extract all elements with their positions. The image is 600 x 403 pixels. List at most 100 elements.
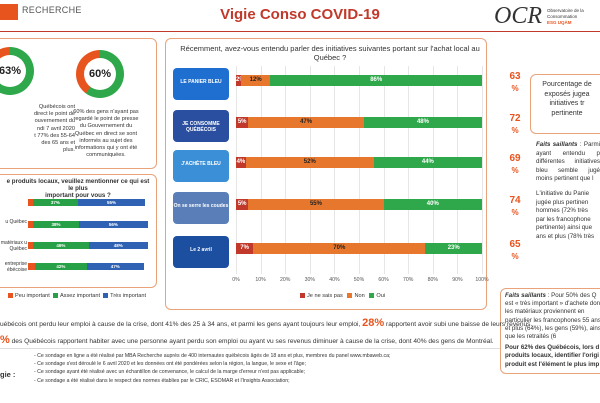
right-box-line: (59%), ainsi que les retraités (6 — [505, 324, 600, 341]
main-chart-question: Récemment, avez-vous entendu parler des … — [180, 44, 480, 62]
right-saillants-text: Faits saillants : Parmi ayant entendu p … — [536, 141, 600, 240]
main-chart-xtick: 10% — [255, 277, 266, 283]
donut-value-63: 63% — [0, 55, 26, 87]
left-chart-question: e produits locaux, veuillez mentionner c… — [6, 178, 150, 200]
methodology-note: - Ce sondage en ligne a été réalisé par … — [34, 353, 391, 359]
right-summary-line: pertinente — [551, 109, 583, 117]
main-chart-gridline — [334, 66, 336, 274]
main-chart-xtick: 50% — [353, 277, 365, 283]
donut-text-1-line: Québécois ont — [38, 104, 75, 110]
main-chart-bar: 52% — [245, 157, 374, 168]
legend-swatch-nsp — [300, 293, 305, 299]
right-summary-box — [530, 74, 600, 134]
saillant2-line: hommes (72% très — [536, 207, 588, 215]
main-chart-pertinence-value: 69% — [503, 153, 527, 177]
main-chart-gridline — [236, 66, 237, 274]
donut-panel — [0, 38, 157, 169]
right-box-bold-line: produits locaux, identifier l'origi — [505, 352, 599, 360]
main-chart-gridline — [482, 66, 483, 274]
saillant2-line: ans et plus (78% très — [536, 232, 595, 240]
main-chart-gridline — [260, 66, 262, 274]
right-box-line: 55 ans et plus (64%), les gens — [505, 316, 600, 332]
main-chart-bar: 23% — [425, 243, 482, 254]
main-chart-gridline — [408, 66, 410, 274]
legend-swatch-non — [347, 293, 353, 299]
main-chart-xtick: 30% — [304, 277, 315, 283]
right-summary-line: Pourcentage de — [542, 81, 592, 88]
pertinence-number: 72 — [509, 113, 521, 124]
donut-text-1-line: t 77% des 55-64 — [34, 132, 75, 139]
left-chart-bar: 56% — [79, 221, 148, 228]
stat-28pct: 28% — [362, 317, 385, 329]
pertinence-percent: % — [511, 208, 519, 217]
methodology-note: - Ce sondage ayant été réalisé avec un é… — [34, 369, 306, 376]
main-chart-pertinence-value: 63% — [503, 71, 527, 95]
main-chart-gridline — [457, 66, 459, 274]
donut-text-1-line: des 65 ans et — [41, 140, 75, 147]
legend-swatch-tres — [103, 293, 109, 299]
right-bottom-text: Faits saillants : Pour 50% des Q est « t… — [505, 292, 600, 369]
right-summary-line: initiatives tr — [549, 100, 585, 107]
main-chart-bar: 40% — [383, 199, 482, 210]
saillant-line: différentes initiatives — [536, 158, 600, 166]
initiatives-panel — [165, 38, 487, 310]
panier-bleu-icon: LE PANIER BLEU — [173, 68, 229, 100]
saillant2-line: jugée plus pertinen — [536, 198, 589, 206]
ocr-subtitle: Observatoire de la Consommation ESG UQÀM — [547, 8, 584, 25]
donut-chart-63: 63% — [0, 47, 34, 95]
right-summary-text: Pourcentage de exposés jugea initiatives t… — [534, 80, 600, 118]
methodology-label: gie : — [0, 370, 16, 379]
donut-chart-60: 60% — [76, 50, 124, 98]
legend-swatch-oui — [369, 293, 375, 299]
left-chart-bar — [28, 199, 33, 206]
left-chart-bar: 37% — [32, 199, 78, 206]
saillant2-line: pertinente) ainsi que — [536, 224, 593, 232]
legend-swatch-peu — [8, 293, 13, 299]
left-chart-legend: Peu important Assez important Très impor… — [8, 293, 146, 299]
donut-text-1-line: ouvernement du — [34, 118, 75, 125]
page-title: Vigie Conso COVID-19 — [220, 6, 380, 23]
main-chart-xtick: 0% — [232, 277, 240, 283]
donut-text-1-line: plus. — [63, 147, 75, 154]
main-chart-bar: 2% — [236, 75, 245, 86]
left-chart-row-label: entreprise ébécoise — [4, 261, 27, 273]
left-chart-bar: 38% — [32, 221, 80, 228]
main-chart-pertinence-value: 72% — [503, 113, 527, 137]
donut-text-1-line: ndi 7 avril 2020 — [37, 125, 75, 132]
main-chart-xtick: 90% — [452, 277, 463, 283]
ocr-logo: OCR — [494, 3, 542, 29]
main-chart-bar: 47% — [248, 117, 364, 128]
main-chart-legend: Je ne sais pas Non Oui — [300, 293, 385, 299]
donut-text-1: Québécois ont direct le point de ouverneme… — [0, 104, 75, 154]
main-chart-pertinence-value: 65% — [503, 239, 527, 263]
pertinence-number: 65 — [509, 239, 521, 250]
bottom-line-2: % des Québécois rapportent habiter avec … — [0, 334, 494, 346]
pertinence-percent: % — [511, 126, 519, 135]
main-chart-xtick: 40% — [329, 277, 340, 283]
main-chart-xtick: 60% — [378, 277, 389, 283]
header-divider — [0, 31, 600, 32]
main-chart-bar: 7% — [236, 243, 254, 254]
donut-value-60: 60% — [84, 58, 116, 90]
bottom-line-1: uébécois ont perdu leur emploi à cause d… — [0, 317, 533, 329]
main-chart-xtick: 20% — [279, 277, 291, 283]
right-summary-line: exposés jugea — [544, 90, 590, 98]
donut-text-2-line: 60% des gens n'ayant pas — [73, 109, 139, 115]
main-chart-bar: 86% — [270, 75, 482, 86]
donut-text-2-line: informés au sujet des — [79, 137, 133, 144]
left-chart-row-label: matériaux u Québec — [0, 240, 27, 252]
saillant-line: bleu semble jugé — [536, 166, 600, 174]
donut-text-2-line: informations qui y ont été — [74, 145, 138, 152]
right-box-line: : Pour 50% des Q — [545, 292, 597, 299]
saillant-line: moins pertinent que l — [536, 175, 594, 183]
bottom-divider — [0, 348, 500, 349]
main-chart-bar: 12% — [240, 75, 271, 86]
main-chart-bar: 5% — [236, 199, 249, 210]
left-chart-bar: 47% — [86, 263, 144, 270]
mba-logo-icon — [0, 4, 18, 20]
main-chart-bar: 48% — [363, 117, 482, 128]
main-chart-bar: 44% — [373, 157, 482, 168]
saillant-line: ayant entendu p — [536, 149, 600, 157]
left-chart-bar: 48% — [89, 242, 148, 249]
